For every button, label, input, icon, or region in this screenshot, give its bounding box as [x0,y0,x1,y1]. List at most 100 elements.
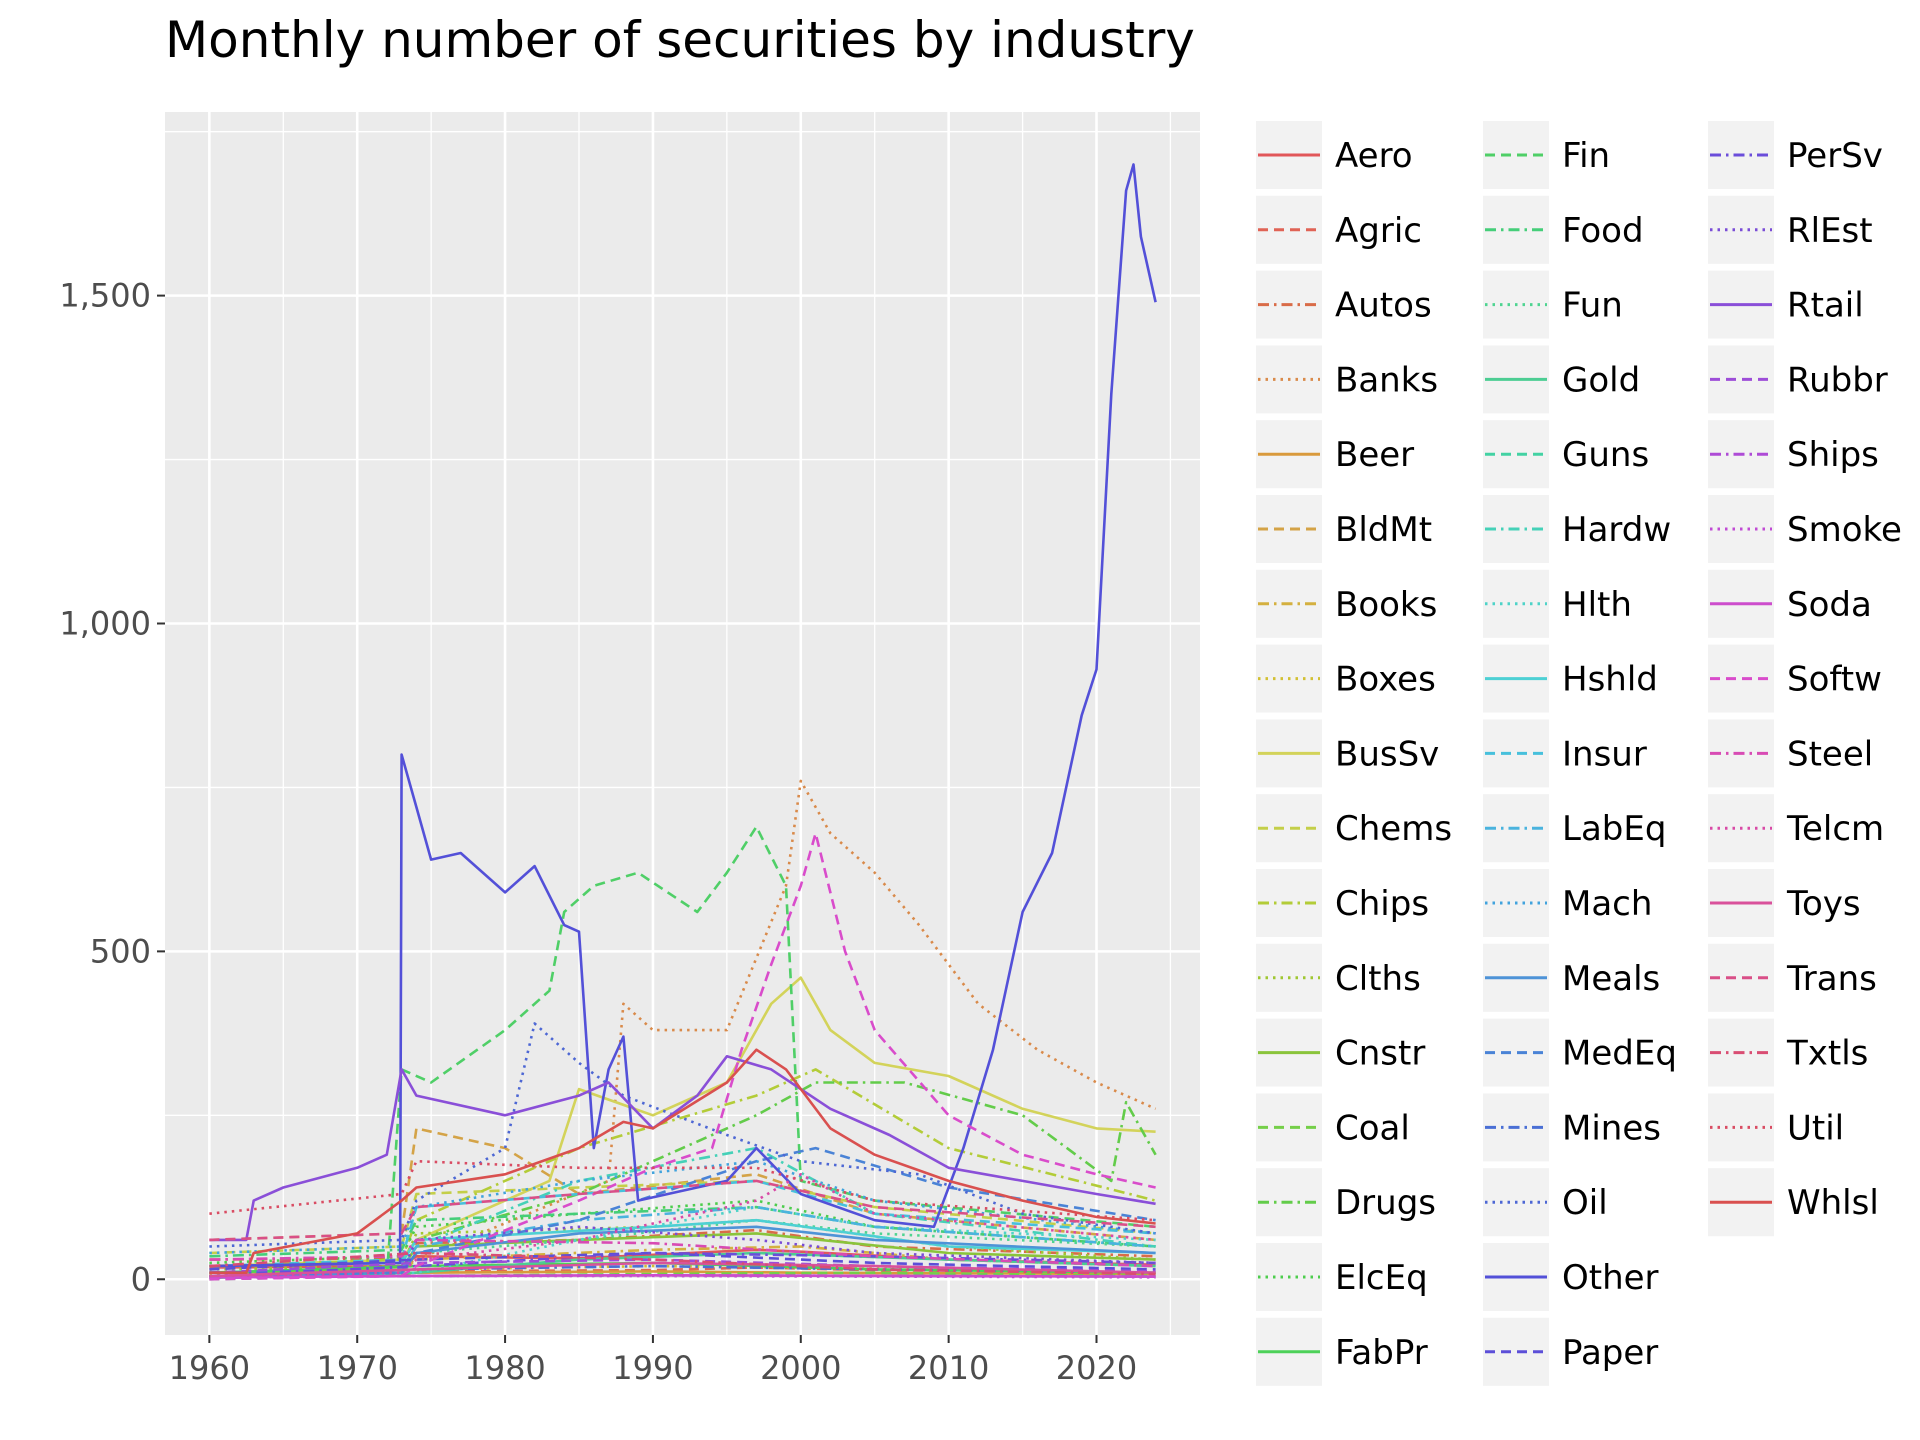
series-line-oil [209,1022,1156,1248]
legend-label: Cnstr [1335,1034,1425,1074]
legend-item-chems: Chems [1256,794,1452,863]
legend-label: Coal [1335,1108,1410,1148]
legend-label: Fun [1562,286,1623,326]
x-tick-label: 1970 [316,1349,397,1387]
legend-item-telcm: Telcm [1708,794,1884,863]
series-line-steel [209,1238,1156,1268]
series-line-softw [209,832,1156,1281]
legend-label: Paper [1562,1333,1658,1373]
legend-label: Gold [1562,360,1640,400]
legend-item-meals: Meals [1483,943,1660,1012]
series-line-toys [209,1261,1156,1278]
legend-item-mach: Mach [1483,869,1652,937]
legend-label: BldMt [1335,510,1432,550]
series-line-persv [209,1251,1156,1278]
legend-label: Boxes [1335,660,1436,700]
legend-item-ships: Ships [1708,420,1879,489]
legend-label: Chems [1335,809,1452,849]
series-line-rtail [209,1055,1156,1242]
legend-item-trans: Trans [1708,943,1877,1012]
legend-item-boxes: Boxes [1256,644,1436,713]
legend-item-banks: Banks [1256,345,1438,414]
legend-label: Clths [1335,959,1421,999]
legend-label: Hshld [1562,660,1658,700]
legend-label: Smoke [1787,510,1902,550]
legend-item-aero: Aero [1256,121,1413,189]
legend-item-food: Food [1483,195,1644,264]
chart-title: Monthly number of securities by industry [165,11,1195,69]
legend-item-cnstr: Cnstr [1256,1018,1425,1087]
legend-item-autos: Autos [1256,270,1432,339]
legend-label: Food [1562,211,1644,251]
series-line-whlsl [209,1048,1156,1274]
legend-item-fun: Fun [1483,270,1623,339]
plot-panel [165,112,1200,1335]
legend-label: Util [1787,1108,1844,1148]
legend-label: Rtail [1787,286,1864,326]
legend-label: Rubbr [1787,360,1888,400]
legend-item-elceq: ElcEq [1256,1243,1428,1311]
legend-item-drugs: Drugs [1256,1168,1436,1237]
series-line-paper [209,1251,1156,1271]
legend-label: Oil [1562,1183,1608,1223]
legend-label: Telcm [1786,809,1884,849]
series-line-mach [209,1159,1156,1255]
legend-item-books: Books [1256,569,1437,638]
legend-item-toys: Toys [1708,869,1861,937]
legend-label: Guns [1562,435,1649,475]
legend-label: Softw [1787,660,1882,700]
x-tick-label: 1980 [464,1349,545,1387]
legend-item-coal: Coal [1256,1093,1410,1162]
legend-label: Meals [1562,959,1660,999]
legend-label: Txtls [1786,1034,1868,1074]
legend-item-guns: Guns [1483,420,1649,489]
series-line-util [209,1159,1156,1222]
legend-label: Agric [1335,211,1422,251]
legend-label: Hardw [1562,510,1671,550]
legend-label: BusSv [1335,734,1439,774]
series-line-boxes [209,1264,1156,1276]
x-tick-label: 1990 [612,1349,693,1387]
legend-item-hlth: Hlth [1483,569,1632,638]
legend-label: Whlsl [1787,1183,1879,1223]
legend-label: Hlth [1562,585,1632,625]
series-line-fin [209,825,1156,1281]
legend-label: ElcEq [1335,1258,1428,1298]
legend-label: Autos [1335,286,1432,326]
series-line-trans [209,1179,1156,1242]
gridlines [165,112,1200,1335]
legend-item-whlsl: Whlsl [1708,1168,1879,1237]
legend-label: Mines [1562,1108,1661,1148]
legend-item-util: Util [1708,1093,1844,1162]
series-line-other [209,163,1157,1268]
legend-label: Ships [1787,435,1879,475]
series-line-bussv [209,976,1156,1268]
legend-item-agric: Agric [1256,195,1422,264]
legend-item-beer: Beer [1256,420,1414,489]
legend: Aero Agric Autos Banks Beer BldMt Books Boxes Bu… [1256,121,1902,1386]
series-line-rlest [209,1225,1156,1278]
legend-item-rubbr: Rubbr [1708,345,1888,414]
legend-label: Beer [1335,435,1414,475]
legend-item-oil: Oil [1483,1168,1608,1237]
legend-item-chips: Chips [1256,869,1429,937]
series-line-banks [209,779,1157,1271]
legend-item-softw: Softw [1708,644,1882,713]
x-tick-label: 2010 [908,1349,989,1387]
legend-item-gold: Gold [1483,345,1640,414]
legend-item-fabpr: FabPr [1256,1317,1428,1386]
legend-label: Other [1562,1258,1659,1298]
legend-label: Banks [1335,360,1438,400]
legend-item-bussv: BusSv [1256,719,1439,788]
series-line-coal [209,1271,1156,1279]
legend-item-fin: Fin [1483,121,1610,189]
legend-label: Mach [1562,884,1652,924]
legend-item-smoke: Smoke [1708,495,1902,563]
series-line-chems [209,1179,1156,1255]
legend-item-insur: Insur [1483,719,1647,788]
y-tick-label: 0 [131,1260,151,1298]
legend-label: Insur [1562,734,1647,774]
legend-item-other: Other [1483,1243,1659,1311]
legend-label: Fin [1562,136,1610,176]
